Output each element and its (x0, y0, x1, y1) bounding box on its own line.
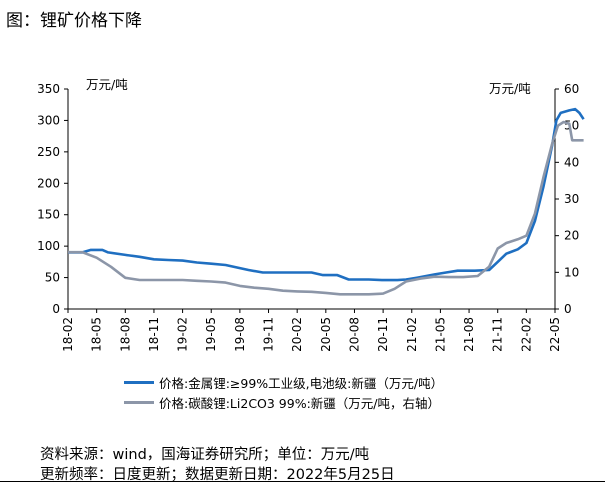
series-lithium-metal-line (68, 107, 585, 282)
x-tick-label: 21-02 (405, 317, 419, 352)
x-tick-label: 18-08 (118, 317, 132, 352)
x-tick-label: 19-02 (176, 317, 190, 352)
source-note: 资料来源：wind，国海证券研究所；单位：万元/吨 (40, 447, 370, 463)
y-right-tick-label: 10 (564, 265, 579, 279)
legend-swatch-lithium-carbonate (124, 401, 154, 404)
y-left-tick-label: 50 (45, 271, 60, 285)
x-tick-label: 18-11 (147, 317, 161, 352)
x-tick-label: 18-05 (90, 317, 104, 352)
legend-label-lithium-carbonate: 价格:碳酸锂:Li2CO3 99%:新疆（万元/吨，右轴） (159, 396, 441, 411)
y-left-tick-label: 0 (52, 302, 60, 316)
series-lithium-carbonate-line (68, 120, 584, 296)
legend-item-lithium-metal: 价格:金属锂:≥99%工业级,电池级:新疆（万元/吨） (124, 373, 443, 392)
x-tick-label: 19-05 (204, 317, 218, 352)
x-tick-label: 20-11 (376, 317, 390, 352)
x-tick-label: 19-11 (262, 317, 276, 352)
y-right-tick-label: 30 (564, 192, 579, 206)
legend-swatch-lithium-metal (124, 381, 154, 384)
x-tick-label: 20-02 (290, 317, 304, 352)
left-axis-unit-label: 万元/吨 (86, 77, 128, 92)
x-tick-label: 21-11 (491, 317, 505, 352)
y-left-tick-label: 350 (37, 82, 60, 96)
x-tick-label: 22-02 (519, 317, 533, 352)
y-right-tick-label: 20 (564, 229, 579, 243)
footer-divider (0, 481, 605, 482)
y-right-tick-label: 60 (564, 82, 579, 96)
x-tick-label: 21-08 (462, 317, 476, 352)
legend-item-lithium-carbonate: 价格:碳酸锂:Li2CO3 99%:新疆（万元/吨，右轴） (124, 393, 440, 412)
x-tick-label: 20-08 (347, 317, 361, 352)
x-tick-label: 19-08 (233, 317, 247, 352)
x-tick-label: 20-05 (319, 317, 333, 352)
y-left-tick-label: 100 (37, 239, 60, 253)
update-note: 更新频率：日度更新；数据更新日期：2022年5月25日 (40, 467, 395, 483)
x-tick-label: 21-05 (433, 317, 447, 352)
legend-label-lithium-metal: 价格:金属锂:≥99%工业级,电池级:新疆（万元/吨） (159, 376, 444, 391)
y-left-tick-label: 250 (37, 145, 60, 159)
y-left-tick-label: 200 (37, 176, 60, 190)
right-axis-unit-label: 万元/吨 (489, 81, 531, 96)
figure-title: 图：锂矿价格下降 (6, 11, 142, 31)
x-tick-label: 18-02 (61, 317, 75, 352)
y-right-tick-label: 0 (564, 302, 572, 316)
y-right-tick-label: 40 (564, 155, 579, 169)
y-left-tick-label: 300 (37, 113, 60, 127)
y-left-tick-label: 150 (37, 208, 60, 222)
x-tick-label: 22-05 (548, 317, 562, 352)
